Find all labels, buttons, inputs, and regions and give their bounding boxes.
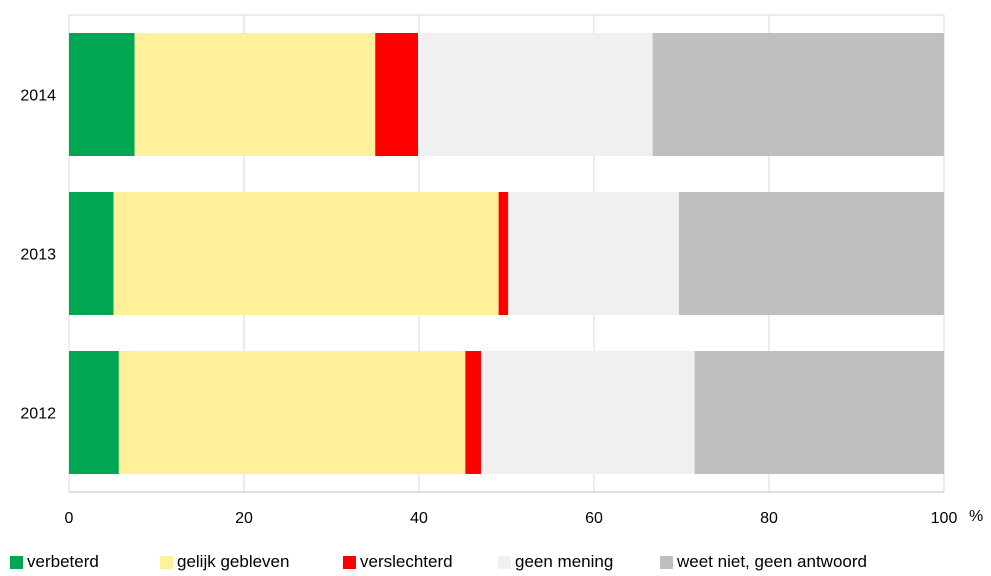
bar-segment <box>375 33 419 156</box>
legend-item: verslechterd <box>343 552 453 572</box>
bar-segment <box>508 192 679 315</box>
legend-item: geen mening <box>498 552 613 572</box>
bar-segment <box>134 33 376 156</box>
legend-item: gelijk gebleven <box>160 552 289 572</box>
legend-label: verslechterd <box>360 552 453 571</box>
legend: verbeterd gelijk gebleven verslechterd geen… <box>0 552 991 576</box>
y-category-label: 2013 <box>20 247 56 264</box>
x-unit-label: % <box>969 508 983 525</box>
legend-label: geen mening <box>515 552 614 571</box>
legend-swatch <box>160 555 173 569</box>
legend-label: weet niet, geen antwoord <box>677 552 867 571</box>
bar-segment <box>465 351 482 474</box>
bars <box>69 33 944 474</box>
y-category-label: 2014 <box>20 88 56 105</box>
x-tick-label: 40 <box>410 510 428 527</box>
legend-label: verbeterd <box>27 552 99 571</box>
legend-swatch <box>343 555 356 569</box>
bar-segment <box>118 351 466 474</box>
x-tick-label: 100 <box>931 510 958 527</box>
x-tick-label: 0 <box>65 510 74 527</box>
bar-segment <box>694 351 944 474</box>
legend-swatch <box>660 555 673 569</box>
x-tick-label: 20 <box>235 510 253 527</box>
legend-swatch <box>498 555 511 569</box>
axes: 0 20 40 60 80 100 % 2014 2013 2012 <box>20 88 983 528</box>
x-tick-label: 60 <box>585 510 603 527</box>
bar-segment <box>678 192 944 315</box>
bar-segment <box>113 192 499 315</box>
y-category-label: 2012 <box>20 406 56 423</box>
bar-segment <box>69 33 135 156</box>
bar-segment <box>418 33 653 156</box>
bar-segment <box>481 351 695 474</box>
legend-swatch <box>10 555 23 569</box>
legend-item: verbeterd <box>10 552 99 572</box>
bar-segment <box>69 192 114 315</box>
bar-segment <box>498 192 509 315</box>
bar-segment <box>69 351 119 474</box>
bar-segment <box>652 33 944 156</box>
stacked-bar-chart: 0 20 40 60 80 100 % 2014 2013 2012 <box>20 14 983 528</box>
legend-item: weet niet, geen antwoord <box>660 552 867 572</box>
x-tick-label: 80 <box>760 510 778 527</box>
legend-label: gelijk gebleven <box>177 552 290 571</box>
